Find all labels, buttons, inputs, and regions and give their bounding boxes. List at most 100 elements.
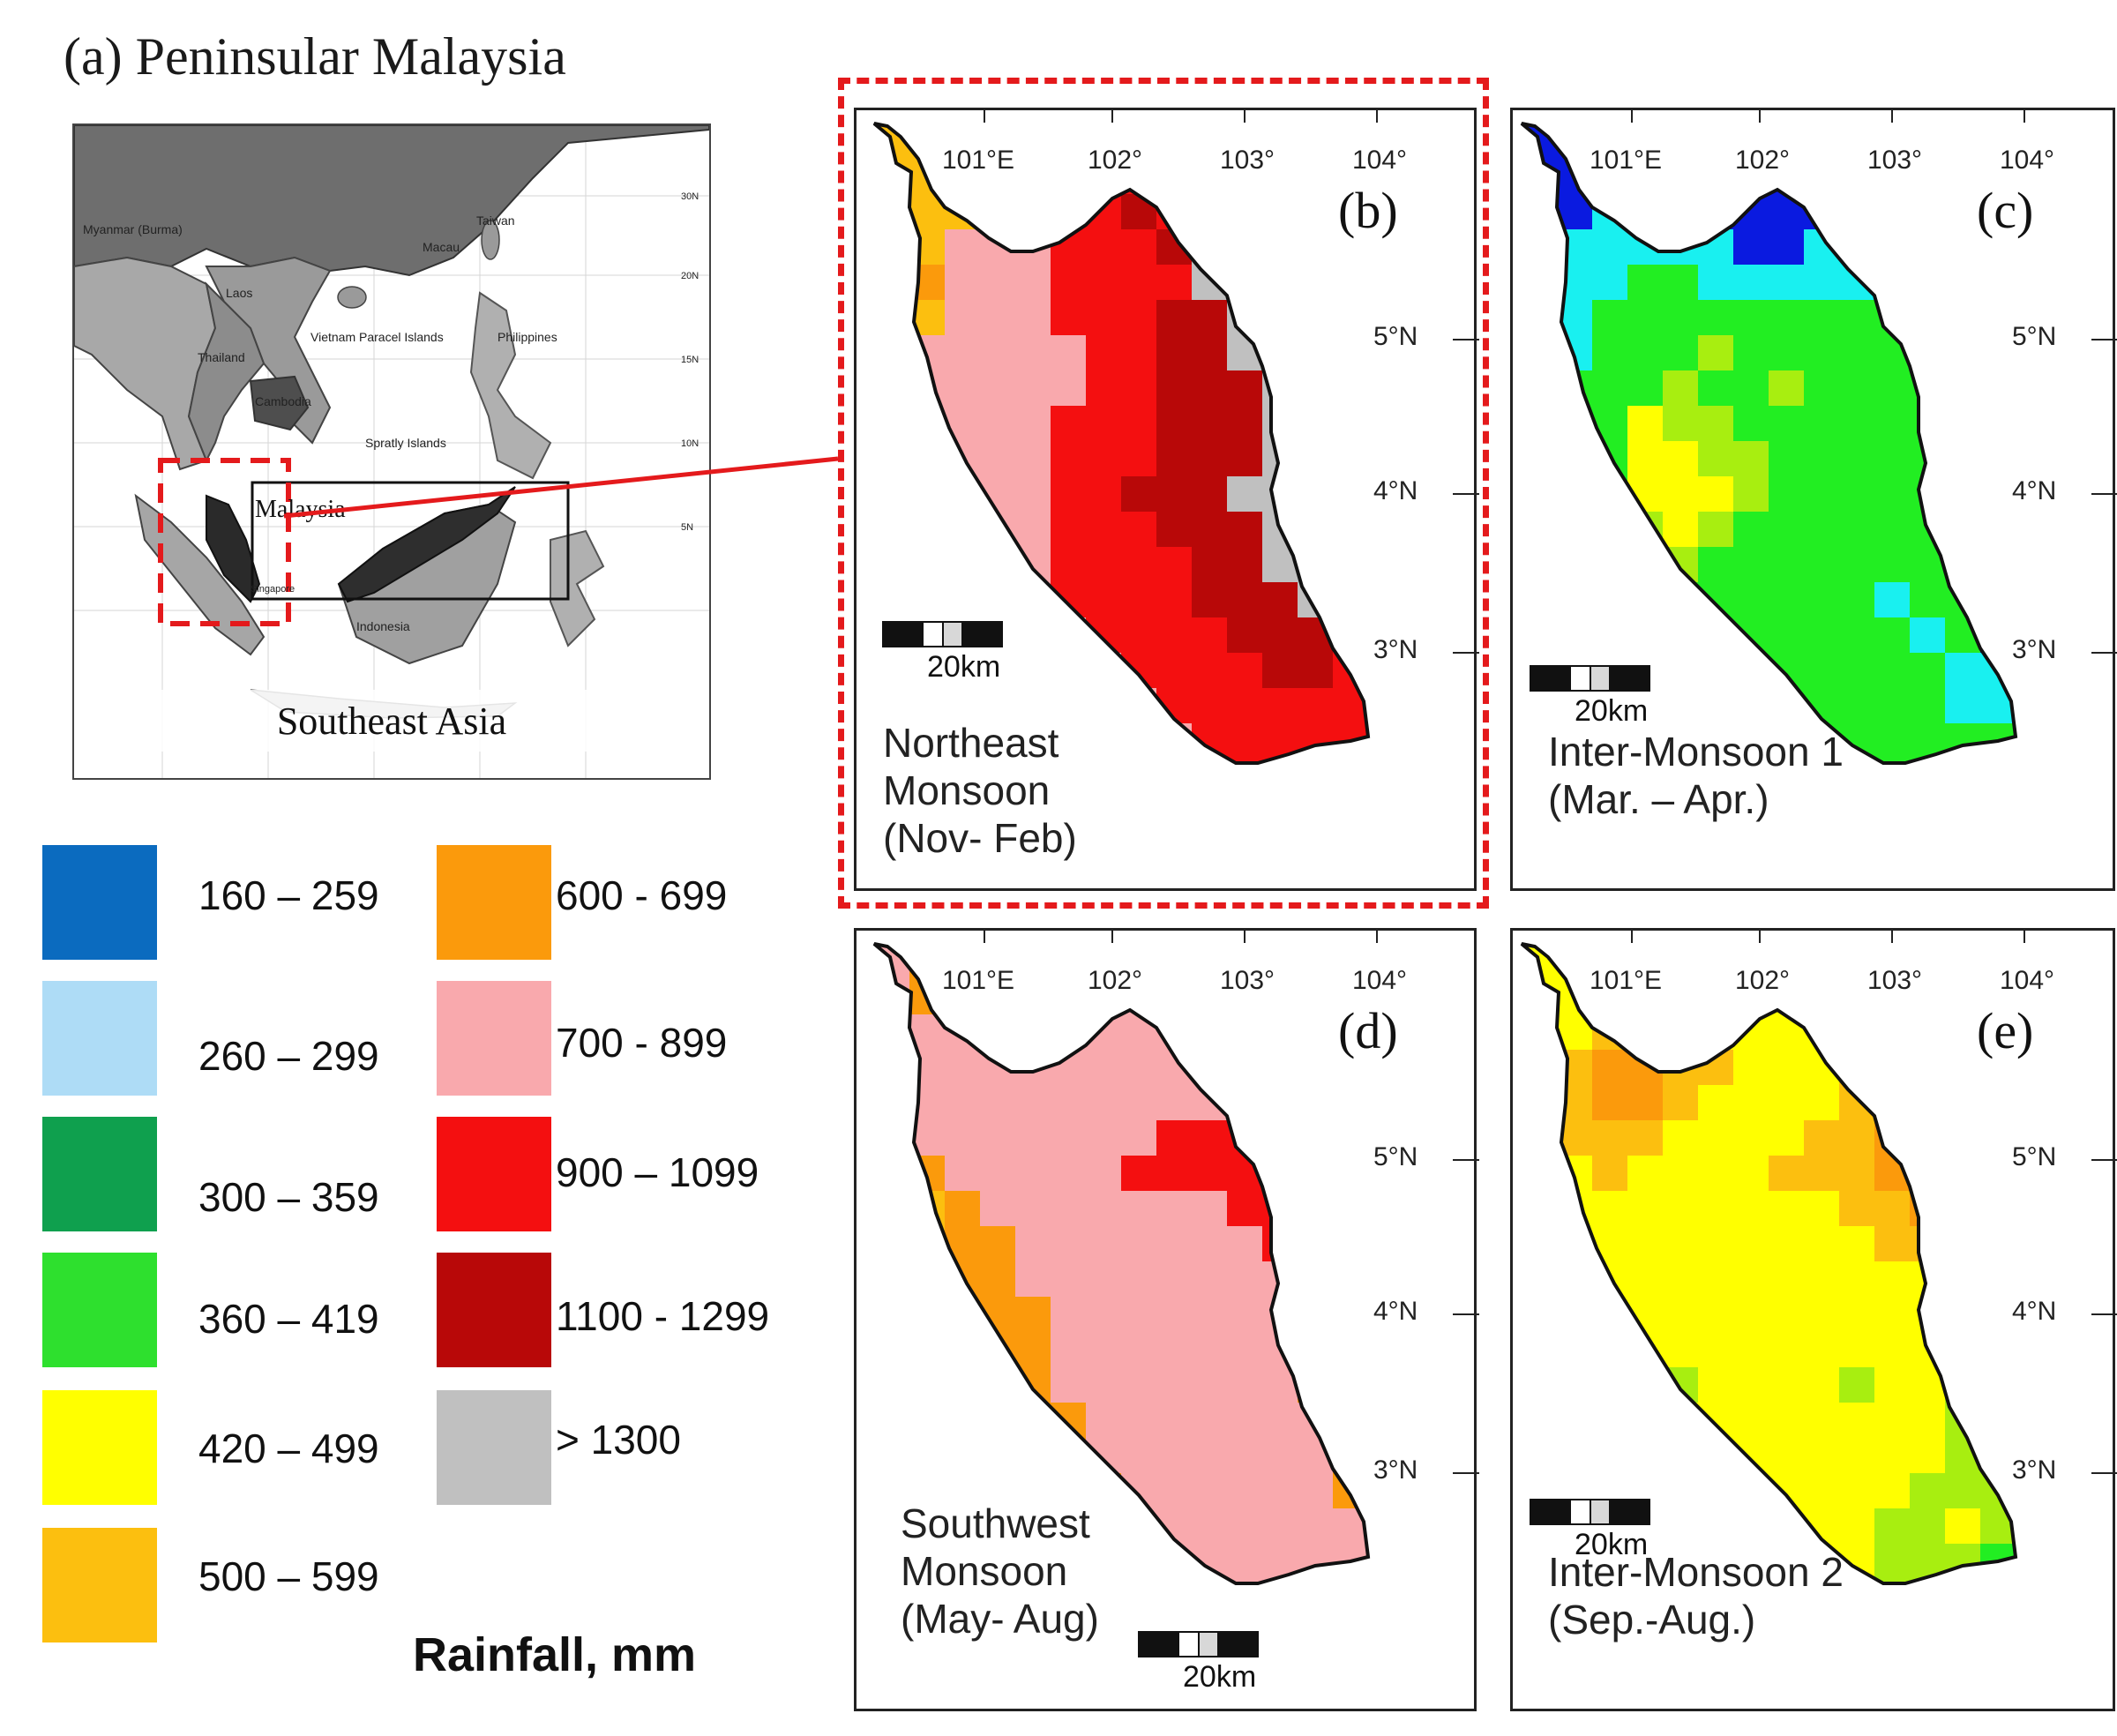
season-text: (Mar. – Apr.) [1548,776,1769,822]
rainfall-cell [1333,265,1368,301]
rainfall-cell [980,1261,1016,1298]
rainfall-cell [2016,759,2052,795]
rainfall-cell [1804,512,1840,548]
rainfall-cell [1262,441,1298,477]
rainfall-cell [1121,1120,1157,1156]
rainfall-cell [1733,1261,1769,1298]
rainfall-cell [1698,1191,1734,1227]
rainfall-cell [1298,1226,1334,1262]
legend-label: 300 – 359 [198,1174,379,1220]
rainfall-cell [1522,1156,1558,1192]
rainfall-cell [1839,1156,1875,1192]
rainfall-cell [909,265,946,301]
rainfall-cell [909,1332,946,1368]
rainfall-cell [1592,1156,1628,1192]
rainfall-cell [1192,617,1228,654]
rainfall-cell [1298,123,1334,160]
rainfall-cell [1227,653,1263,689]
rainfall-cell [1121,547,1157,583]
rainfall-cell [1804,1438,1840,1474]
legend-swatch [42,1390,157,1505]
rainfall-cell [1086,1156,1122,1192]
rainfall-cell [1227,1544,1263,1580]
rainfall-cell [1557,441,1593,477]
rainfall-cell [1945,547,1981,583]
rainfall-cell [1156,979,1193,1015]
rainfall-cell [1262,1473,1298,1509]
rainfall-cell [874,979,910,1015]
rainfall-cell [1874,723,1911,760]
rainfall-cell [1121,723,1157,760]
rainfall-cell [874,1120,910,1156]
rainfall-cell [1910,759,1946,763]
rainfall-cell [1156,1191,1193,1227]
rainfall-cell [1698,1261,1734,1298]
rainfall-cell [1945,1085,1981,1121]
rainfall-cell [1557,1332,1593,1368]
rainfall-cell [1663,1156,1699,1192]
rainfall-cell [1121,512,1157,548]
rainfall-cell [909,1226,946,1262]
rainfall-cell [909,406,946,442]
rainfall-cell [1333,1403,1368,1439]
rainfall-cell [1156,944,1193,980]
rainfall-cell [980,370,1016,407]
rainfall-cell [1192,582,1228,618]
rainfall-cell [1663,944,1699,980]
rainfall-cell [1627,1367,1664,1403]
peninsula-outline [872,942,1371,1585]
rainfall-cell [1592,1191,1628,1227]
rainfall-cell [1192,441,1228,477]
southeast-asia-inset-map: Myanmar (Burma) Laos Thailand Cambodia V… [72,123,711,780]
rainfall-cell [1368,1261,1404,1298]
rainfall-cell [1121,1050,1157,1086]
lon-label: 104° [2000,966,2055,995]
rainfall-cell [1733,512,1769,548]
rainfall-cell [874,229,910,266]
rainfall-cell [1192,1332,1228,1368]
rainfall-map-d [872,931,1479,1657]
rainfall-cell [1227,1014,1263,1051]
rainfall-cell [874,194,910,230]
rainfall-cell [1627,1226,1664,1262]
rainfall-cell [1192,1191,1228,1227]
rainfall-cell [874,335,910,371]
rainfall-cell [1368,1579,1404,1615]
rainfall-cell [1769,194,1805,230]
rainfall-cell [1627,1438,1664,1474]
rainfall-cell [980,547,1016,583]
rainfall-cell [1874,229,1911,266]
rainfall-cell [1298,1508,1334,1545]
rainfall-cell [1086,1544,1122,1580]
rainfall-cell [1522,1085,1558,1121]
rainfall-cell [1121,759,1157,763]
rainfall-cell [1121,1191,1157,1227]
rainfall-cell [1769,1367,1805,1403]
rainfall-cell [1262,476,1298,513]
rainfall-cell [1769,1403,1805,1439]
rainfall-cell [1227,370,1263,407]
rainfall-cell [1733,1014,1769,1051]
rainfall-cell [1262,1297,1298,1333]
rainfall-cell [1945,335,1981,371]
rainfall-cell [1698,1332,1734,1368]
rainfall-cell [945,1261,981,1298]
rainfall-cell [1156,1579,1193,1583]
rainfall-cell [1262,300,1298,336]
rainfall-cell [1368,547,1404,583]
rainfall-cell [1910,406,1946,442]
rainfall-cell [1627,1085,1664,1121]
legend-swatch [437,981,551,1096]
label-spratly: Spratly Islands [365,436,446,450]
rainfall-cell [1804,194,1840,230]
rainfall-cell [1262,688,1298,724]
rainfall-cell [1192,1085,1228,1121]
rainfall-cell [1192,1508,1228,1545]
rainfall-cell [1333,1367,1368,1403]
rainfall-cell [1698,1438,1734,1474]
rainfall-cell [1298,723,1334,760]
rainfall-cell [1227,406,1263,442]
rainfall-cell [945,1191,981,1227]
rainfall-cell [1663,688,1699,724]
rainfall-cell [1156,441,1193,477]
